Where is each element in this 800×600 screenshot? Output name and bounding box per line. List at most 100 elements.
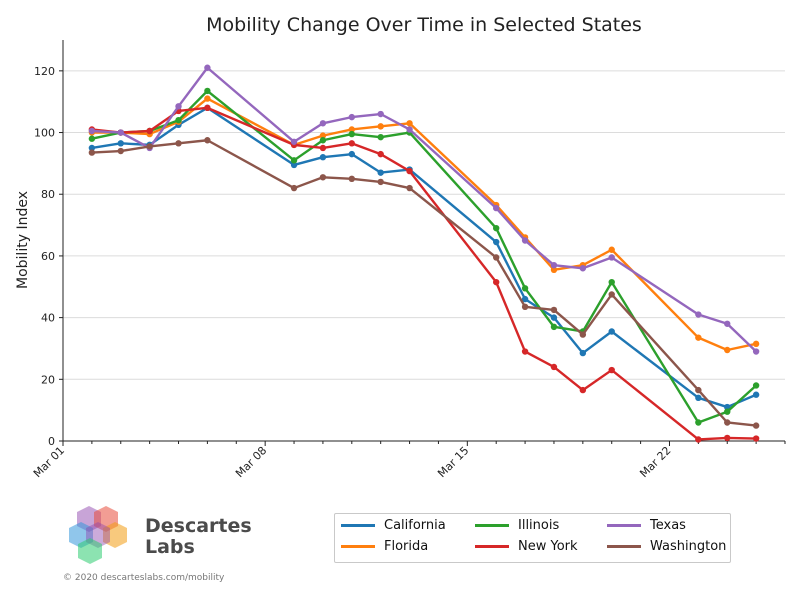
data-point-texas	[579, 265, 587, 272]
series-line-texas	[90, 66, 758, 353]
data-point-illinois	[724, 408, 731, 415]
data-point-california	[521, 295, 529, 303]
data-point-illinois	[521, 285, 529, 292]
data-point-new-york	[377, 150, 384, 158]
data-point-california	[117, 140, 124, 147]
legend-item-washington: Washington	[607, 539, 726, 554]
data-point-washington	[348, 175, 355, 183]
data-point-texas	[695, 311, 702, 318]
legend-swatch	[475, 524, 509, 527]
legend-swatch	[607, 545, 641, 548]
y-tick-label: 40	[41, 312, 55, 325]
data-point-florida	[204, 95, 211, 102]
data-point-california	[752, 391, 760, 398]
data-point-new-york	[724, 434, 731, 442]
series-line-washington	[90, 139, 758, 427]
x-tick-label: Mar 01	[31, 444, 67, 480]
data-point-florida	[608, 246, 615, 253]
data-point-new-york	[608, 366, 615, 374]
data-point-texas	[521, 237, 529, 244]
series-new-york	[88, 104, 760, 443]
data-point-california	[493, 238, 500, 246]
data-point-washington	[290, 184, 298, 192]
data-point-texas	[204, 64, 211, 71]
data-point-texas	[175, 103, 182, 110]
copyright-credit: © 2020 descarteslabs.com/mobility	[63, 573, 225, 583]
legend-item-illinois: Illinois	[475, 518, 559, 533]
chart-title: Mobility Change Over Time in Selected St…	[206, 14, 642, 36]
data-point-illinois	[348, 130, 355, 138]
legend-label: New York	[518, 539, 578, 554]
data-point-illinois	[377, 133, 384, 141]
data-point-washington	[550, 306, 558, 314]
legend: California Florida Illinois New York Tex…	[334, 513, 731, 563]
series-line-illinois	[90, 89, 758, 424]
legend-item-california: California	[341, 518, 446, 533]
y-axis-label: Mobility Index	[15, 191, 31, 289]
legend-swatch	[341, 524, 375, 527]
data-point-california	[88, 144, 96, 152]
descartes-labs-logo: Descartes Labs	[63, 502, 253, 572]
data-point-florida	[348, 126, 355, 133]
y-tick-label: 100	[34, 127, 55, 140]
data-point-california	[348, 150, 355, 158]
x-tick-label: Mar 22	[637, 444, 673, 480]
series-california	[88, 104, 760, 411]
data-point-illinois	[204, 87, 211, 95]
legend-label: California	[384, 518, 446, 533]
legend-label: Illinois	[518, 518, 560, 533]
legend-item-new-york: New York	[475, 539, 578, 554]
series-lines	[88, 64, 760, 443]
logo-line-2: Labs	[145, 536, 195, 558]
data-point-california	[290, 161, 298, 169]
y-tick-label: 80	[41, 188, 55, 201]
y-tick-label: 120	[34, 65, 55, 78]
data-point-texas	[290, 138, 298, 145]
data-point-illinois	[550, 323, 558, 331]
legend-item-florida: Florida	[341, 539, 428, 554]
data-point-california	[377, 169, 384, 176]
data-point-florida	[550, 266, 558, 274]
data-point-washington	[146, 143, 153, 150]
data-point-new-york	[146, 127, 153, 135]
data-point-california	[579, 349, 587, 357]
data-point-texas	[406, 126, 413, 133]
data-point-texas	[117, 129, 124, 136]
data-point-illinois	[493, 224, 500, 232]
legend-swatch	[607, 524, 641, 527]
series-line-florida	[90, 97, 758, 352]
data-point-new-york	[695, 436, 702, 443]
legend-label: Washington	[650, 539, 727, 554]
data-point-new-york	[493, 278, 500, 286]
data-point-new-york	[319, 144, 327, 152]
data-point-california	[319, 154, 327, 161]
data-point-illinois	[290, 157, 298, 164]
data-point-texas	[377, 110, 384, 118]
legend-label: Florida	[384, 539, 429, 554]
data-point-illinois	[695, 419, 702, 426]
series-washington	[88, 137, 760, 429]
data-point-texas	[724, 320, 731, 327]
data-point-washington	[88, 149, 96, 156]
data-point-new-york	[348, 140, 355, 147]
y-tick-label: 20	[41, 373, 55, 386]
data-point-washington	[695, 386, 702, 394]
data-point-texas	[348, 113, 355, 121]
series-texas	[88, 64, 760, 355]
data-point-illinois	[752, 382, 760, 389]
data-point-washington	[752, 422, 760, 429]
data-point-california	[695, 394, 702, 402]
data-point-texas	[752, 348, 760, 355]
logo-wordmark: Descartes Labs	[145, 516, 252, 558]
data-point-new-york	[204, 104, 211, 112]
data-point-california	[608, 328, 615, 335]
series-florida	[88, 95, 760, 354]
data-point-florida	[724, 346, 731, 354]
legend-item-texas: Texas	[607, 518, 686, 533]
data-point-new-york	[550, 363, 558, 371]
data-point-new-york	[752, 435, 760, 442]
data-point-texas	[550, 261, 558, 269]
data-point-washington	[493, 254, 500, 261]
series-line-california	[90, 106, 758, 409]
